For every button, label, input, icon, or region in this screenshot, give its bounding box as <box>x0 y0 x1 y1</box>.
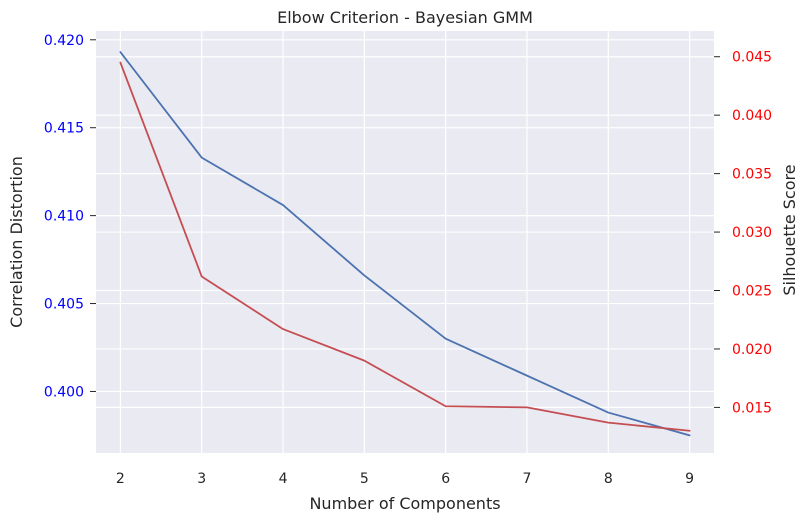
chart-title: Elbow Criterion - Bayesian GMM <box>277 8 533 27</box>
silhouette-score-line <box>119 61 691 432</box>
y2-tick-label: 0.030 <box>732 225 772 241</box>
y-axis-label: Correlation Distortion <box>7 156 26 328</box>
correlation-distortion-line <box>119 51 691 437</box>
y-tick-label: 0.405 <box>44 297 84 313</box>
y-tick-label: 0.410 <box>44 209 84 225</box>
x-tick-label: 7 <box>523 471 532 487</box>
x-tick-label: 3 <box>197 471 206 487</box>
y2-axis-label: Silhouette Score <box>780 164 799 295</box>
grid <box>96 31 714 453</box>
x-tick-label: 9 <box>685 471 694 487</box>
y2-tick-label: 0.040 <box>732 108 772 124</box>
x-tick-label: 6 <box>441 471 450 487</box>
y-tick-label: 0.415 <box>44 121 84 137</box>
x-tick-label: 2 <box>116 471 125 487</box>
right-axis: 0.015 0.020 0.025 0.030 0.035 0.040 0.045 <box>714 50 772 416</box>
y2-tick-label: 0.025 <box>732 284 772 300</box>
x-tick-label: 5 <box>360 471 369 487</box>
x-axis: 2 3 4 5 6 7 8 9 <box>116 471 694 487</box>
x-axis-label: Number of Components <box>309 494 500 513</box>
y2-tick-label: 0.015 <box>732 400 772 416</box>
y2-tick-label: 0.020 <box>732 342 772 358</box>
series-layer <box>119 51 691 437</box>
left-axis: 0.400 0.405 0.410 0.415 0.420 <box>44 33 96 400</box>
y2-tick-label: 0.045 <box>732 50 772 66</box>
y2-tick-label: 0.035 <box>732 167 772 183</box>
y-tick-label: 0.400 <box>44 384 84 400</box>
x-tick-label: 8 <box>604 471 613 487</box>
x-tick-label: 4 <box>279 471 288 487</box>
y-tick-label: 0.420 <box>44 33 84 49</box>
